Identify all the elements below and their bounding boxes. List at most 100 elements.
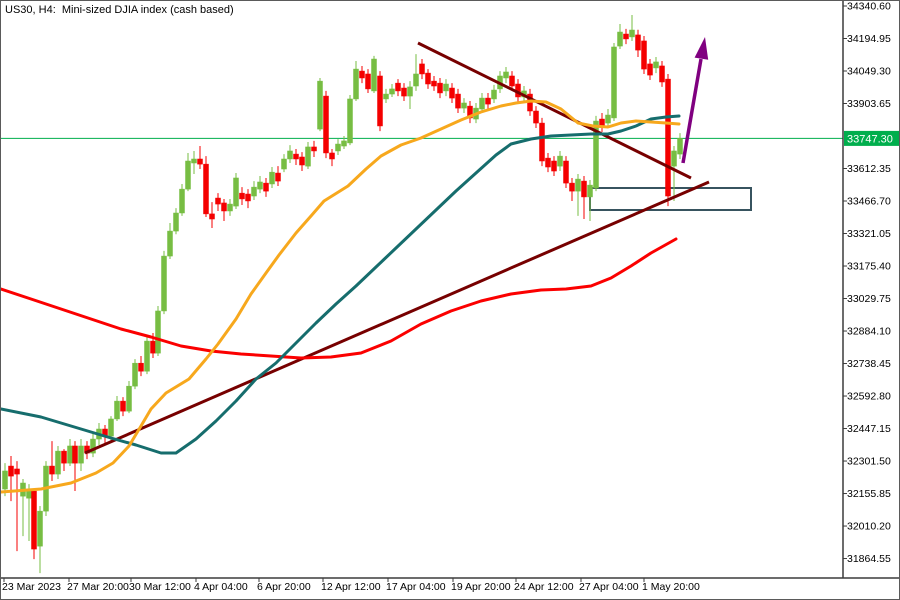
price-axis-label: 33321.05 xyxy=(847,228,891,240)
descending-trendline[interactable] xyxy=(417,41,692,180)
candle-body xyxy=(293,153,299,160)
candle-body xyxy=(179,188,185,214)
candle-body xyxy=(31,490,37,550)
candle-body xyxy=(185,160,191,190)
date-axis-label: 4 Apr 04:00 xyxy=(194,581,248,593)
candle-body xyxy=(635,34,641,51)
candle-body xyxy=(61,450,67,464)
price-axis-label: 32447.15 xyxy=(847,423,891,435)
candle-body xyxy=(299,156,305,166)
date-axis-label: 23 Mar 2023 xyxy=(2,581,61,593)
date-axis-label: 27 Mar 20:00 xyxy=(67,581,129,593)
buy-arrow-head[interactable] xyxy=(694,37,709,60)
candle-body xyxy=(281,158,287,170)
price-axis-label: 33466.70 xyxy=(847,196,891,208)
candle-body xyxy=(257,181,263,190)
candle-body xyxy=(641,40,647,70)
candle-body xyxy=(605,114,611,124)
candle-body xyxy=(593,120,599,189)
date-axis-label: 1 May 20:00 xyxy=(642,581,700,593)
candle-body xyxy=(317,80,323,130)
candle-body xyxy=(90,438,96,454)
candle-body xyxy=(55,450,61,475)
chart-title: US30, H4: Mini-sized DJIA index (cash ba… xyxy=(5,4,234,16)
candle-body xyxy=(425,72,431,85)
candle-body xyxy=(557,155,563,167)
candle-body xyxy=(383,93,389,100)
candle-body xyxy=(72,445,78,464)
candle-body xyxy=(575,178,581,192)
candle-body xyxy=(671,150,677,167)
price-axis-label: 33175.40 xyxy=(847,261,891,273)
ascending-trendline[interactable] xyxy=(84,180,710,455)
candle-body xyxy=(197,158,203,165)
candle-body xyxy=(581,180,587,198)
candle-body xyxy=(263,182,269,192)
candle-body xyxy=(491,89,497,100)
candle-body xyxy=(341,140,347,147)
candle-body xyxy=(437,82,443,94)
candle-body xyxy=(138,362,144,372)
candle-body xyxy=(551,160,557,172)
candle-body xyxy=(144,340,150,372)
candle-body xyxy=(365,73,371,90)
candle-body xyxy=(677,138,683,155)
price-axis-label: 32592.80 xyxy=(847,391,891,403)
price-axis-label: 34340.60 xyxy=(847,1,891,13)
candle-body xyxy=(251,186,257,197)
candle-body xyxy=(215,197,221,205)
candle-body xyxy=(503,71,509,79)
candle-body xyxy=(353,68,359,100)
candle-body xyxy=(287,150,293,160)
candle-body xyxy=(209,213,215,220)
candle-body xyxy=(155,310,161,354)
buy-arrow-shaft[interactable] xyxy=(681,58,703,164)
date-axis-label: 27 Apr 04:00 xyxy=(579,581,639,593)
price-axis-label: 34049.30 xyxy=(847,66,891,78)
price-axis-label: 32738.45 xyxy=(847,358,891,370)
price-axis-label: 32884.10 xyxy=(847,326,891,338)
date-axis-label: 12 Apr 12:00 xyxy=(321,581,381,593)
candle-body xyxy=(461,102,467,109)
candle-body xyxy=(108,418,114,437)
teal-moving-average xyxy=(1,114,681,455)
candle-body xyxy=(8,465,14,477)
candle-body xyxy=(665,78,671,197)
candle-body xyxy=(377,75,383,127)
current-price-tag xyxy=(844,130,899,146)
candle-body xyxy=(359,70,365,79)
candle-body xyxy=(587,184,593,198)
candle-body xyxy=(509,75,515,87)
candle-body xyxy=(395,82,401,92)
candle-body xyxy=(14,468,20,475)
current-price-tag-label: 33747.30 xyxy=(847,133,893,145)
candle-body xyxy=(126,385,132,412)
date-axis-label: 6 Apr 20:00 xyxy=(257,581,311,593)
candle-body xyxy=(479,97,485,110)
candle-body xyxy=(329,152,335,160)
red-moving-average xyxy=(1,237,678,360)
date-axis-label: 19 Apr 20:00 xyxy=(451,581,511,593)
candle-body xyxy=(335,143,341,152)
date-axis-label: 17 Apr 04:00 xyxy=(386,581,446,593)
candle-body xyxy=(323,95,329,154)
candle-body xyxy=(311,146,317,152)
candle-body xyxy=(2,470,8,490)
orange-moving-average xyxy=(1,99,681,494)
candle-body xyxy=(413,73,419,87)
candle-body xyxy=(371,58,377,92)
candle-body xyxy=(239,192,245,200)
candle-body xyxy=(419,63,425,75)
candle-body xyxy=(659,65,665,83)
candle-body xyxy=(617,31,623,47)
candle-body xyxy=(269,171,275,185)
candle-body xyxy=(389,88,395,95)
candle-body xyxy=(563,160,569,184)
candle-body xyxy=(221,202,227,212)
candle-body xyxy=(275,172,281,182)
candle-body xyxy=(539,122,545,162)
date-axis-label: 24 Apr 12:00 xyxy=(514,581,574,593)
candle-body xyxy=(26,490,32,499)
